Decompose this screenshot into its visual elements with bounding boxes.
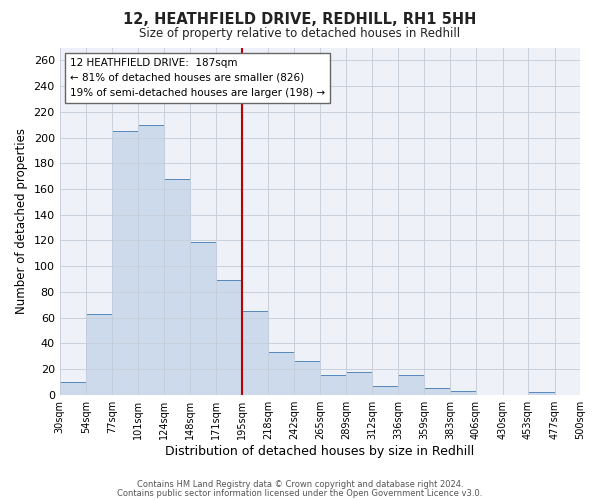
Bar	[372, 386, 398, 394]
Text: 12 HEATHFIELD DRIVE:  187sqm
← 81% of detached houses are smaller (826)
19% of s: 12 HEATHFIELD DRIVE: 187sqm ← 81% of det…	[70, 58, 325, 98]
Bar	[59, 382, 86, 394]
Text: Contains public sector information licensed under the Open Government Licence v3: Contains public sector information licen…	[118, 488, 482, 498]
Bar	[86, 314, 112, 394]
Text: Contains HM Land Registry data © Crown copyright and database right 2024.: Contains HM Land Registry data © Crown c…	[137, 480, 463, 489]
Bar	[398, 376, 424, 394]
Bar	[242, 311, 268, 394]
Bar	[268, 352, 295, 395]
Bar	[320, 376, 346, 394]
Bar	[346, 372, 372, 394]
Bar	[295, 362, 320, 394]
Text: Size of property relative to detached houses in Redhill: Size of property relative to detached ho…	[139, 28, 461, 40]
Bar	[451, 391, 476, 394]
Bar	[112, 131, 138, 394]
Bar	[528, 392, 554, 394]
Bar	[164, 178, 190, 394]
Bar	[190, 242, 216, 394]
Bar	[138, 124, 164, 394]
X-axis label: Distribution of detached houses by size in Redhill: Distribution of detached houses by size …	[165, 444, 475, 458]
Y-axis label: Number of detached properties: Number of detached properties	[15, 128, 28, 314]
Bar	[216, 280, 242, 394]
Text: 12, HEATHFIELD DRIVE, REDHILL, RH1 5HH: 12, HEATHFIELD DRIVE, REDHILL, RH1 5HH	[124, 12, 476, 28]
Bar	[424, 388, 451, 394]
